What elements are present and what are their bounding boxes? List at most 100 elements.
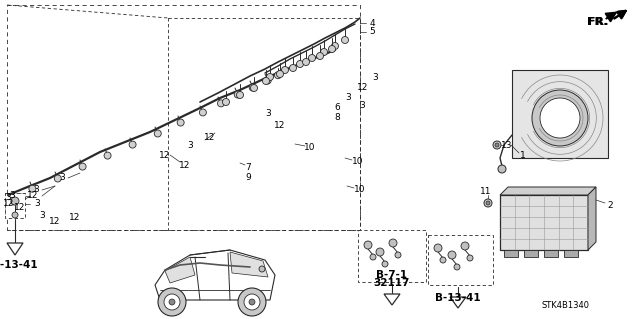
Bar — [564, 250, 578, 257]
Circle shape — [275, 72, 282, 79]
Circle shape — [467, 255, 473, 261]
Text: 9: 9 — [245, 174, 251, 182]
Circle shape — [79, 163, 86, 170]
Circle shape — [223, 99, 230, 106]
Text: 3: 3 — [345, 93, 351, 101]
Text: 3: 3 — [33, 186, 39, 195]
Text: 12: 12 — [357, 84, 369, 93]
Circle shape — [303, 58, 310, 65]
Circle shape — [382, 261, 388, 267]
Text: 12: 12 — [179, 160, 191, 169]
Text: 5: 5 — [369, 27, 375, 36]
Text: B-7-1: B-7-1 — [376, 270, 408, 280]
Bar — [512, 70, 608, 158]
Bar — [544, 250, 558, 257]
Circle shape — [259, 266, 265, 272]
Text: 4: 4 — [369, 19, 375, 27]
Polygon shape — [7, 243, 23, 255]
Circle shape — [484, 199, 492, 207]
Text: 12: 12 — [49, 218, 61, 226]
Text: 3: 3 — [372, 73, 378, 83]
Text: 3: 3 — [39, 211, 45, 219]
Circle shape — [164, 294, 180, 310]
Text: 3: 3 — [34, 199, 40, 209]
Circle shape — [12, 212, 18, 218]
Bar — [524, 250, 538, 257]
Text: 3: 3 — [359, 100, 365, 109]
Bar — [5, 193, 23, 215]
Text: 12: 12 — [14, 204, 26, 212]
Circle shape — [461, 242, 469, 250]
Circle shape — [266, 73, 273, 80]
Text: 12: 12 — [3, 199, 15, 209]
Circle shape — [177, 119, 184, 126]
Text: 12: 12 — [275, 121, 285, 130]
Text: 3: 3 — [187, 140, 193, 150]
Text: B-13-41: B-13-41 — [0, 260, 38, 270]
Circle shape — [264, 77, 271, 84]
Circle shape — [218, 100, 225, 107]
Polygon shape — [450, 297, 466, 308]
Text: 1: 1 — [520, 151, 526, 160]
Text: 6: 6 — [334, 102, 340, 112]
Polygon shape — [384, 294, 400, 305]
Circle shape — [11, 197, 19, 205]
Circle shape — [262, 78, 269, 85]
Text: 32117: 32117 — [374, 278, 410, 288]
Text: 8: 8 — [334, 113, 340, 122]
Circle shape — [282, 66, 289, 73]
Bar — [358, 230, 426, 282]
Circle shape — [296, 61, 303, 68]
Circle shape — [317, 53, 323, 60]
Circle shape — [249, 84, 256, 91]
Bar — [5, 193, 25, 218]
Circle shape — [376, 248, 384, 256]
Circle shape — [364, 241, 372, 249]
Circle shape — [342, 36, 349, 43]
Circle shape — [234, 91, 241, 98]
Text: 13: 13 — [501, 140, 513, 150]
Polygon shape — [155, 250, 275, 300]
Circle shape — [321, 48, 328, 56]
Text: 12: 12 — [159, 151, 171, 160]
Circle shape — [454, 264, 460, 270]
Circle shape — [434, 244, 442, 252]
Text: 3: 3 — [5, 192, 11, 202]
Circle shape — [540, 98, 580, 138]
Circle shape — [104, 152, 111, 159]
Circle shape — [370, 254, 376, 260]
Text: 7: 7 — [245, 164, 251, 173]
Circle shape — [200, 109, 206, 116]
Text: 12: 12 — [28, 191, 38, 201]
Circle shape — [440, 257, 446, 263]
Text: 3: 3 — [9, 191, 15, 201]
Text: 12: 12 — [204, 133, 216, 143]
Text: 11: 11 — [480, 187, 492, 196]
Circle shape — [250, 85, 257, 92]
Circle shape — [29, 185, 36, 192]
Circle shape — [486, 201, 490, 205]
Circle shape — [11, 199, 17, 205]
Circle shape — [308, 55, 316, 62]
Text: 3: 3 — [59, 174, 65, 182]
Text: 10: 10 — [352, 158, 364, 167]
Circle shape — [54, 175, 61, 182]
Bar — [504, 250, 518, 257]
Bar — [500, 195, 588, 250]
Circle shape — [395, 252, 401, 258]
Circle shape — [249, 299, 255, 305]
Circle shape — [276, 70, 284, 78]
Text: 10: 10 — [355, 186, 365, 195]
Circle shape — [154, 130, 161, 137]
Circle shape — [244, 294, 260, 310]
Polygon shape — [500, 187, 596, 195]
Circle shape — [237, 92, 243, 99]
Circle shape — [169, 299, 175, 305]
Circle shape — [498, 165, 506, 173]
Text: 2: 2 — [607, 201, 613, 210]
Bar — [428, 235, 493, 285]
Circle shape — [448, 251, 456, 259]
Circle shape — [158, 288, 186, 316]
Circle shape — [129, 141, 136, 148]
Circle shape — [532, 90, 588, 146]
